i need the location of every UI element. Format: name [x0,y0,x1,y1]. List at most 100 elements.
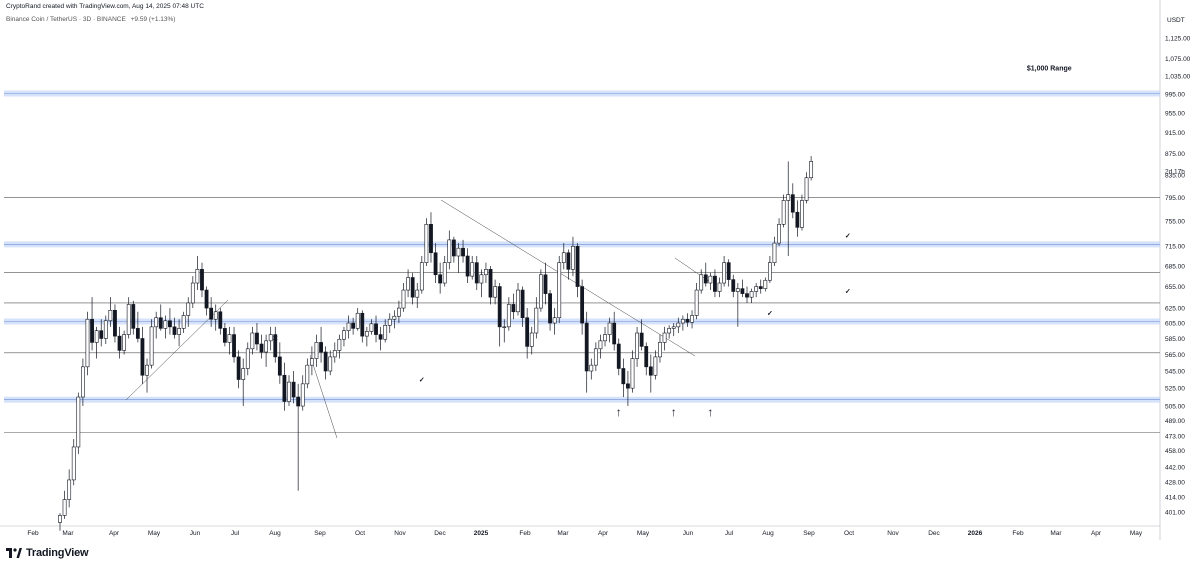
candle-down [795,211,800,228]
time-tick-label: Mar [1050,530,1062,537]
price-tick-label: 835.00 [1165,172,1185,179]
annotation-check: ✓ [767,310,773,317]
candle-down [378,334,383,340]
price-tick-label: 525.00 [1165,385,1185,392]
candle-up [213,311,218,320]
candle-up [690,315,694,323]
candle-up [332,350,337,358]
symbol-name[interactable]: Binance Coin / TetherUS · 3D · BINANCE [6,16,126,23]
candle-up [447,239,452,263]
candle-up [181,315,186,329]
candle-down [575,245,580,287]
tradingview-logo[interactable]: TradingView [6,547,89,559]
candle-up [516,289,520,313]
candle-up [676,322,681,328]
time-tick-label: Aug [269,530,281,537]
candle-down [158,317,163,329]
candle-down [117,335,122,351]
candle-up [268,334,273,342]
candle-up [557,262,562,319]
candle-up [81,366,85,398]
candle-up [342,330,346,340]
price-tick-label: 655.00 [1165,284,1185,291]
candle-up [67,479,72,500]
time-axis[interactable]: Feb Mar Apr May Jun Jul Aug Sep Oct Nov Dec 2025 Feb… [27,530,1142,537]
candle-up [71,446,76,481]
candle-up [309,358,314,366]
price-tick-label: 995.00 [1165,92,1185,99]
trendline-3 [309,354,338,439]
candle-up [392,315,397,320]
candle-down [277,356,282,376]
candle-up [493,286,498,298]
candles [58,156,814,531]
candle-up [424,224,429,263]
candle-up [662,332,667,343]
price-tick-label: 1,075.00 [1165,56,1191,63]
candle-down [140,338,145,376]
candle-down [200,269,204,291]
candle-up [502,326,507,328]
annotation-check: ✓ [845,289,851,296]
annotation-check: ✓ [419,377,425,384]
candle-up [749,291,754,298]
price-tick-label: 715.00 [1165,244,1185,251]
annotation-check: ✓ [845,233,851,240]
time-tick-label: May [1130,530,1143,537]
candle-up [800,200,804,228]
price-tick-label: 489.00 [1165,418,1185,425]
candle-up [122,334,127,351]
candle-down [525,317,530,347]
candle-up [328,356,333,372]
horizontal-levels [4,90,1160,433]
candle-up [364,331,369,337]
candle-up [809,161,814,179]
price-tick-label: 755.00 [1165,219,1185,226]
time-tick-label: Mar [62,530,74,537]
candle-up [401,289,406,309]
annotation-arrow: ↑ [671,405,677,419]
candle-up [754,286,759,292]
time-tick-label: 2025 [474,530,489,537]
candle-up [415,289,420,298]
candle-up [593,348,598,366]
candle-down [255,332,259,345]
price-axis[interactable]: USDT 1,125.00 1,075.00 1,035.00 995.00 955.0… [1165,17,1191,516]
candle-down [511,304,516,313]
candle-up [479,274,484,284]
candle-up [561,252,566,263]
candle-down [259,343,264,353]
tradingview-logo-icon [6,548,22,558]
time-tick-label: Oct [844,530,854,537]
candle-up [484,269,488,276]
candle-down [429,224,433,254]
annotations: $1,000 Range × ✓ ✓ ✓ ✓ ↑ ↑ ↑ [273,66,1072,420]
candle-down [548,293,552,324]
time-tick-label: Mar [557,530,569,537]
candle-up [470,262,475,277]
candle-down [461,247,465,257]
candle-up [786,194,791,201]
candle-down [222,328,227,343]
candle-up [699,274,704,291]
price-tick-label: 505.00 [1165,403,1185,410]
candle-up [763,279,768,289]
candle-up [126,304,131,335]
candle-up [346,322,351,331]
candle-down [616,343,621,369]
candle-down [296,396,301,407]
candle-up [667,328,672,334]
price-change: +9.59 (+1.13%) [130,16,176,23]
candle-up [149,326,154,366]
candle-down [360,312,365,337]
candle-up [598,340,603,350]
candle-up [534,307,539,334]
candle-up [529,332,534,347]
price-tick-label: 605.00 [1165,320,1185,327]
candle-down [474,262,479,284]
time-tick-label: Nov [887,530,899,537]
time-tick-label: Jul [231,530,240,537]
candle-down [703,274,708,284]
candle-down [566,252,571,270]
